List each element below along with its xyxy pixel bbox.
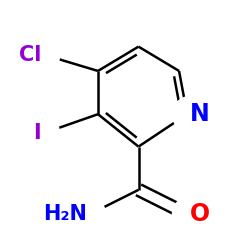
Text: O: O <box>190 202 210 226</box>
Text: N: N <box>190 102 210 126</box>
Text: I: I <box>34 123 41 143</box>
Text: H₂N: H₂N <box>43 204 87 224</box>
Text: Cl: Cl <box>19 45 41 65</box>
